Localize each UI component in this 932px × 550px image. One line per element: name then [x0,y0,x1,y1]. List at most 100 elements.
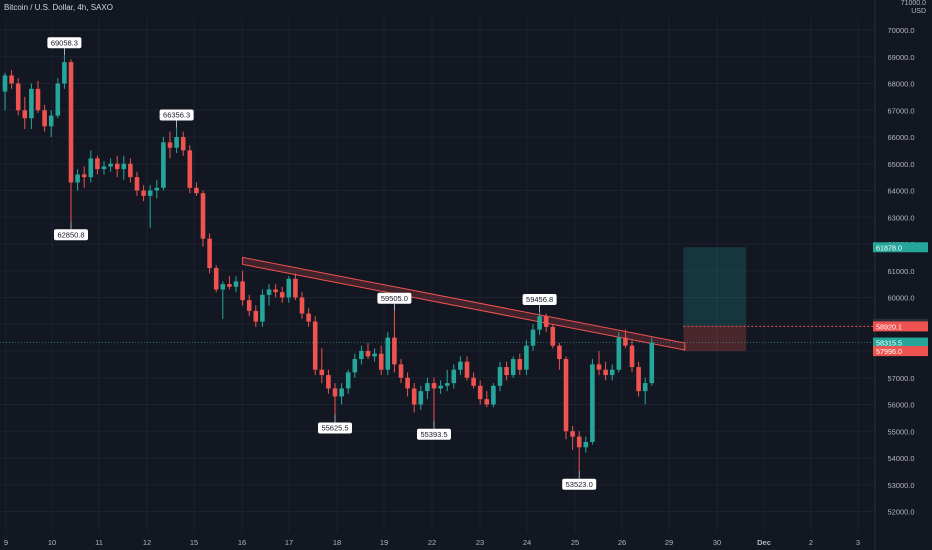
candle-body[interactable] [75,174,80,183]
candle-body[interactable] [405,377,410,389]
candle-body[interactable] [2,75,8,92]
candle-body[interactable] [550,326,556,346]
candle-body[interactable] [266,289,272,295]
candle-body[interactable] [484,399,490,405]
candle-body[interactable] [398,364,404,378]
candle-body[interactable] [167,142,173,148]
candle-body[interactable] [55,83,61,116]
candle-body[interactable] [590,364,595,442]
candle-body[interactable] [359,351,364,360]
candle-body[interactable] [279,292,285,298]
candle-body[interactable] [491,385,496,405]
candle-body[interactable] [524,345,529,370]
candle-body[interactable] [471,377,476,386]
candle-body[interactable] [174,137,179,148]
candle-body[interactable] [22,110,28,119]
target-zone[interactable] [683,247,747,327]
candle-body[interactable] [339,388,344,397]
candle-body[interactable] [438,385,443,389]
candle-body[interactable] [42,110,47,127]
candle-body[interactable] [642,383,648,392]
candle-body[interactable] [510,359,516,376]
candle-body[interactable] [385,337,391,370]
candle-body[interactable] [312,321,318,370]
candle-body[interactable] [392,337,397,365]
candle-body[interactable] [543,316,549,327]
candle-body[interactable] [332,388,338,397]
candle-body[interactable] [636,367,641,392]
candle-body[interactable] [233,281,239,287]
candle-body[interactable] [15,83,21,111]
candle-body[interactable] [609,369,615,376]
candle-body[interactable] [570,431,575,437]
candle-body[interactable] [517,359,523,370]
candle-body[interactable] [372,353,377,357]
annotation-box[interactable] [54,229,88,241]
candle-body[interactable] [603,369,608,376]
candle-body[interactable] [504,367,509,376]
candle-body[interactable] [29,88,34,119]
candle-body[interactable] [141,190,146,196]
candle-body[interactable] [253,310,259,322]
candle-body[interactable] [95,158,100,170]
candle-body[interactable] [306,313,311,322]
candle-body[interactable] [35,88,41,111]
candle-body[interactable] [649,342,655,384]
candle-body[interactable] [431,383,437,389]
candle-body[interactable] [293,278,298,298]
candle-body[interactable] [497,367,503,386]
candle-body[interactable] [411,388,417,405]
candle-body[interactable] [352,359,358,373]
candle-body[interactable] [273,289,278,293]
annotation-box[interactable] [159,109,194,121]
candle-body[interactable] [451,369,457,384]
candle-body[interactable] [576,436,582,448]
candle-body[interactable] [240,281,245,301]
candle-body[interactable] [180,137,186,151]
candle-body[interactable] [477,385,483,400]
candle-body[interactable] [378,353,384,370]
candle-body[interactable] [121,163,127,170]
annotation-box[interactable] [318,422,352,434]
candle-body[interactable] [365,351,371,357]
candle-body[interactable] [299,297,305,314]
candle-body[interactable] [596,364,602,370]
candle-body[interactable] [207,238,212,269]
candle-body[interactable] [81,174,87,178]
candle-body[interactable] [629,345,635,368]
candle-body[interactable] [260,294,265,322]
candle-body[interactable] [458,361,463,370]
candle-body[interactable] [62,62,67,84]
candle-body[interactable] [88,158,94,178]
candle-body[interactable] [444,383,450,386]
candle-body[interactable] [623,337,628,346]
candle-body[interactable] [134,177,140,191]
candle-body[interactable] [9,75,14,84]
annotation-box[interactable] [522,294,557,306]
candle-body[interactable] [530,329,536,346]
candle-body[interactable] [345,372,351,389]
candle-body[interactable] [583,441,589,448]
candle-body[interactable] [101,166,107,170]
candle-body[interactable] [326,375,331,389]
candle-body[interactable] [286,278,292,298]
candle-body[interactable] [108,163,113,167]
stop-zone[interactable] [683,326,747,352]
candle-body[interactable] [187,150,193,188]
candle-body[interactable] [557,345,562,360]
annotation-box[interactable] [417,428,451,440]
candle-body[interactable] [200,193,206,239]
candle-body[interactable] [161,142,166,188]
candle-body[interactable] [147,190,153,196]
candle-body[interactable] [154,187,160,191]
candle-body[interactable] [128,163,133,178]
candle-body[interactable] [227,284,232,287]
candle-body[interactable] [194,187,199,194]
candle-body[interactable] [425,383,430,392]
trendline-channel[interactable] [242,256,686,351]
candle-body[interactable] [48,115,54,127]
annotation-box[interactable] [377,292,412,304]
annotation-box[interactable] [562,478,597,490]
candle-body[interactable] [537,316,542,330]
